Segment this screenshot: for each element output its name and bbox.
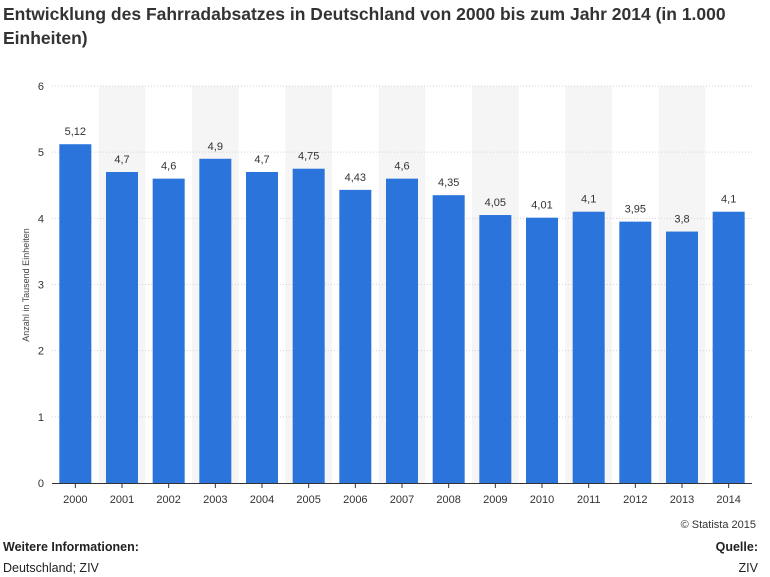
data-label: 4,9 <box>208 141 223 153</box>
data-label: 4,43 <box>345 172 366 184</box>
data-label: 4,01 <box>531 200 552 212</box>
data-label: 4,1 <box>721 194 736 206</box>
chart-title: Entwicklung des Fahrradabsatzes in Deuts… <box>3 4 726 48</box>
x-tick-label: 2011 <box>577 494 601 506</box>
data-label: 3,95 <box>625 204 646 216</box>
bar-2008 <box>432 195 465 484</box>
x-tick-label: 2013 <box>670 494 694 506</box>
data-label: 4,05 <box>485 197 506 209</box>
x-tick-label: 2012 <box>623 494 647 506</box>
info-value: Deutschland; ZIV <box>3 561 99 575</box>
bar-2003 <box>199 158 232 484</box>
x-tick-label: 2006 <box>343 494 367 506</box>
y-tick-label: 0 <box>38 478 44 490</box>
x-tick-label: 2000 <box>63 494 87 506</box>
bar-2005 <box>292 168 325 484</box>
x-tick-label: 2008 <box>436 494 460 506</box>
bar-2010 <box>526 217 558 483</box>
copyright: © Statista 2015 <box>680 519 756 531</box>
y-tick-label: 4 <box>38 213 44 225</box>
x-tick-label: 2005 <box>296 494 320 506</box>
bar-2009 <box>479 215 512 483</box>
y-tick-label: 2 <box>38 346 44 358</box>
x-tick-label: 2009 <box>483 494 507 506</box>
x-tick-label: 2003 <box>203 494 227 506</box>
data-label: 4,6 <box>161 161 176 173</box>
data-label: 4,7 <box>114 154 129 166</box>
info-label: Weitere Informationen: <box>3 540 139 554</box>
data-label: 4,6 <box>394 161 409 173</box>
bar-2014 <box>712 211 745 483</box>
data-label: 4,7 <box>254 154 269 166</box>
bar-2011 <box>572 211 605 483</box>
source-value: ZIV <box>738 561 758 575</box>
y-tick-label: 6 <box>38 81 44 93</box>
source-label: Quelle: <box>715 540 758 554</box>
bar-2002 <box>152 178 185 483</box>
data-label: 5,12 <box>65 126 86 138</box>
bar-2006 <box>339 189 372 484</box>
x-tick-label: 2010 <box>530 494 554 506</box>
x-tick-label: 2002 <box>156 494 180 506</box>
bar-2001 <box>106 172 138 483</box>
data-label: 4,35 <box>438 177 459 189</box>
x-tick-label: 2014 <box>716 494 740 506</box>
bar-2004 <box>246 172 278 483</box>
y-tick-label: 3 <box>38 280 44 292</box>
bar-2007 <box>386 178 418 483</box>
bar-2013 <box>666 231 698 483</box>
data-label: 4,1 <box>581 194 596 206</box>
data-label: 3,8 <box>674 214 689 226</box>
x-tick-label: 2001 <box>110 494 134 506</box>
data-label: 4,75 <box>298 151 319 163</box>
bar-2000 <box>59 144 92 483</box>
x-tick-label: 2007 <box>390 494 414 506</box>
y-axis-label: Anzahl in Tausend Einheiten <box>21 228 31 341</box>
y-tick-label: 5 <box>38 147 44 159</box>
bar-2012 <box>619 221 652 483</box>
y-tick-label: 1 <box>38 412 44 424</box>
x-tick-label: 2004 <box>250 494 274 506</box>
